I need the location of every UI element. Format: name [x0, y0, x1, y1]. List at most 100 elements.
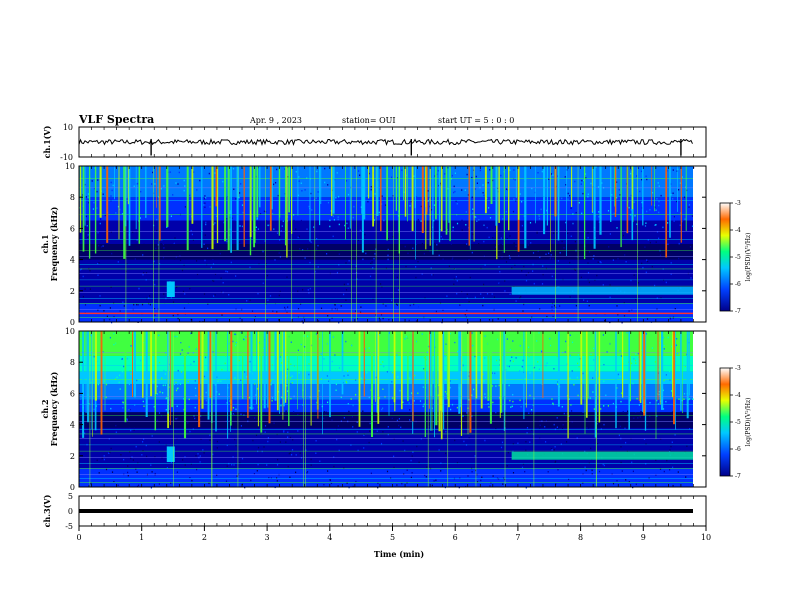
spectrogram-speckle	[519, 345, 521, 347]
spectrogram-speckle	[467, 447, 469, 450]
spectrogram-speckle	[532, 442, 534, 444]
spectrogram-speckle	[267, 299, 269, 302]
spectrogram-speckle	[643, 426, 645, 428]
spectrogram-speckle	[298, 180, 300, 182]
spectrogram-speckle	[158, 412, 161, 414]
spectrogram-speckle	[581, 446, 583, 448]
spectrogram-speckle	[469, 303, 471, 305]
spectrogram-speckle	[375, 376, 377, 379]
spectrogram-speckle	[207, 303, 209, 305]
spectrogram-speckle	[297, 430, 299, 432]
spectrogram-speckle	[551, 275, 553, 278]
spectrogram-speckle	[219, 252, 221, 255]
spectrogram-speckle	[587, 319, 589, 321]
spectrogram-speckle	[358, 460, 360, 462]
spectrogram-speckle	[665, 374, 667, 376]
spectrogram-speckle	[623, 315, 626, 317]
spectrogram-speckle	[355, 379, 357, 381]
spectrogram-speckle	[308, 208, 310, 211]
spectrogram-speckle	[506, 338, 508, 340]
spectrogram-speckle	[338, 195, 340, 198]
spectrogram-speckle	[105, 383, 108, 386]
spectrogram-speckle	[607, 228, 609, 231]
spectrogram-speckle	[300, 457, 303, 459]
spectrogram-speckle	[690, 442, 692, 444]
spectrogram-speckle	[387, 422, 389, 424]
spectrogram-speckle	[226, 271, 229, 273]
spectrogram-speckle	[147, 440, 149, 443]
spectrogram-speckle	[480, 423, 482, 426]
spectrogram-speckle	[272, 239, 275, 242]
spectrogram-speckle	[622, 230, 624, 232]
spectrogram-speckle	[646, 318, 649, 320]
spectrogram-speckle	[153, 381, 155, 383]
spectrogram-speckle	[444, 355, 446, 357]
spectrogram-speckle	[651, 343, 653, 345]
spectrogram-speckle	[276, 311, 278, 313]
spectrogram-speckle	[555, 306, 557, 309]
spectrogram-speckle	[219, 250, 221, 253]
spectrogram-speckle	[343, 417, 345, 419]
spectrogram-speckle	[550, 173, 552, 175]
spectrogram-speckle	[388, 239, 390, 241]
spectrogram-speckle	[195, 431, 197, 434]
spectrogram-speckle	[204, 259, 206, 262]
spectrogram-speckle	[299, 314, 301, 317]
spectrogram-speckle	[438, 314, 440, 317]
spectrogram-speckle	[355, 417, 357, 419]
spectrogram-speckle	[659, 468, 662, 470]
spectrogram-speckle	[604, 319, 606, 322]
spectrogram-speckle	[368, 172, 370, 175]
spectrogram-speckle	[306, 376, 308, 379]
spectrogram-speckle	[355, 394, 357, 396]
spectrogram-speckle	[133, 319, 135, 321]
spectrogram-speckle	[216, 391, 218, 393]
spectrogram-speckle	[142, 441, 144, 443]
spectrogram-speckle	[612, 248, 615, 251]
spectrogram-speckle	[281, 464, 283, 467]
spectrogram-speckle	[202, 454, 204, 456]
spectrogram-speckle	[530, 242, 532, 244]
spectrogram-speckle	[293, 365, 295, 367]
spectrogram-speckle	[342, 371, 345, 373]
spectrogram-speckle	[482, 377, 484, 379]
spectrogram-speckle	[233, 464, 235, 466]
spectrogram-speckle	[300, 219, 302, 222]
spectrogram-speckle	[553, 232, 555, 234]
spectrogram-speckle	[421, 242, 423, 245]
spectrogram-speckle	[295, 409, 297, 412]
spectrogram-speckle	[476, 220, 478, 222]
spectrogram-speckle	[245, 335, 247, 338]
spectrogram-speckle	[388, 293, 391, 296]
spectrogram-speckle	[607, 365, 609, 368]
spectrogram-speckle	[587, 427, 590, 429]
spectrogram-speckle	[214, 172, 216, 174]
spectrogram-speckle	[146, 439, 149, 442]
spectrogram-speckle	[126, 236, 128, 238]
spectrogram-speckle	[421, 455, 423, 457]
spectrogram-speckle	[176, 405, 178, 407]
spectrogram-speckle	[290, 363, 292, 365]
ch1-colorbar	[719, 202, 731, 312]
spectrogram-speckle	[577, 217, 580, 220]
spectrogram-speckle	[654, 361, 656, 363]
spectrogram-speckle	[205, 399, 207, 402]
spectrogram-speckle	[183, 179, 185, 182]
spectrogram-speckle	[232, 413, 234, 415]
spectrogram-speckle	[649, 209, 651, 211]
spectrogram-speckle	[162, 384, 164, 387]
spectrogram-speckle	[244, 283, 246, 286]
spectrogram-speckle	[257, 228, 259, 230]
spectrogram-speckle	[471, 251, 473, 254]
spectrogram-speckle	[540, 208, 542, 211]
spectrogram-speckle	[413, 303, 415, 306]
spectrogram-speckle	[613, 423, 615, 426]
spectrogram-speckle	[499, 469, 501, 471]
spectrogram-speckle	[511, 267, 513, 269]
spectrogram-speckle	[645, 333, 647, 335]
spectrogram-speckle	[484, 264, 486, 266]
spectrogram-speckle	[632, 422, 635, 424]
spectrogram-speckle	[567, 192, 569, 195]
spectrogram-speckle	[519, 399, 521, 402]
spectrogram-speckle	[239, 225, 241, 227]
